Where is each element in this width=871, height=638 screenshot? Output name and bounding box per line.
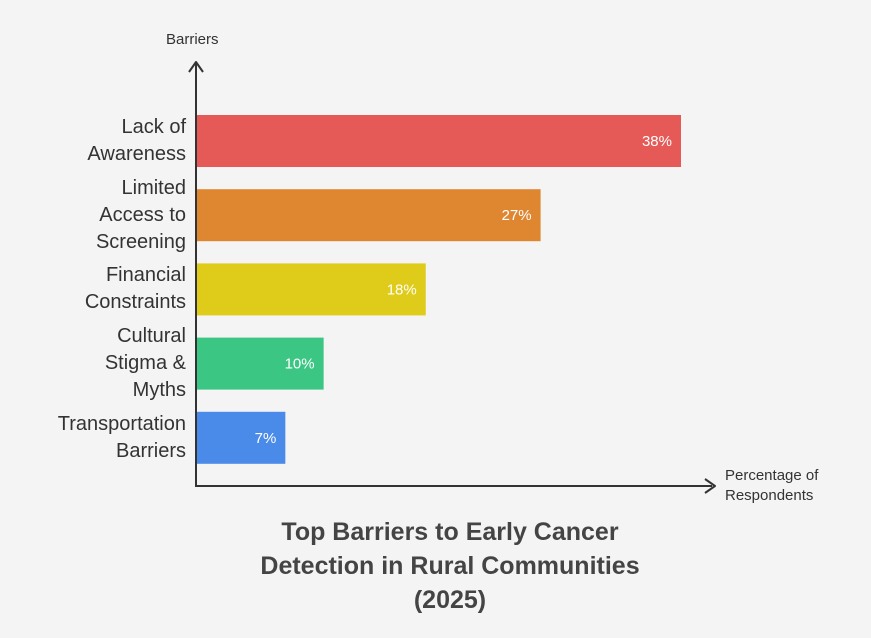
category-label-line: Constraints: [84, 291, 186, 314]
bar-value-label: 27%: [502, 207, 532, 224]
bar: [196, 337, 324, 390]
y-axis-arrow-icon: [188, 61, 204, 73]
x-axis-title-line: Percentage of: [725, 467, 819, 484]
bar-value-label: 38%: [642, 133, 672, 150]
axes-group: [188, 61, 716, 494]
y-axis-title: Barriers: [166, 31, 219, 48]
category-label-line: Financial: [105, 264, 186, 287]
chart-title-line: Detection in Rural Communities: [260, 552, 640, 580]
category-label: Cultural Stigma & Myths: [6, 323, 186, 404]
category-label-line: Awareness: [87, 143, 186, 165]
category-label-line: Cultural: [117, 325, 186, 348]
bar: [196, 411, 286, 464]
chart-title-line: (2025): [413, 586, 487, 614]
category-label: Financial Constraints: [6, 262, 186, 316]
bar-value-label: 18%: [387, 281, 417, 298]
category-label: Transportation Barriers: [6, 411, 186, 465]
chart-title: Top Barriers to Early Cancer Detection i…: [200, 515, 700, 617]
chart-title-line: Top Barriers to Early Cancer: [281, 518, 619, 546]
bar: [196, 189, 541, 242]
x-axis-title: Percentage of Respondents: [725, 466, 818, 506]
bar-value-label: 7%: [255, 430, 277, 447]
category-label-line: Access to: [99, 203, 186, 226]
bars-group: 38% 27% 18% 10% 7%: [196, 115, 681, 464]
category-label-line: Transportation: [57, 412, 186, 435]
category-label-line: Limited: [121, 176, 186, 199]
category-label-line: Barriers: [115, 439, 186, 462]
bar-value-label: 10%: [285, 356, 315, 373]
category-label-line: Myths: [132, 379, 186, 402]
x-axis-title-line: Respondents: [725, 487, 814, 504]
category-label-line: Screening: [95, 230, 186, 253]
bar: [196, 115, 681, 167]
x-axis-arrow-icon: [704, 478, 716, 494]
category-label-line: Stigma &: [104, 352, 186, 375]
category-label: Limited Access to Screening: [6, 175, 186, 256]
category-label: Lack of Awareness: [6, 114, 186, 168]
category-label-line: Lack of: [121, 116, 186, 138]
bar: [196, 263, 426, 316]
